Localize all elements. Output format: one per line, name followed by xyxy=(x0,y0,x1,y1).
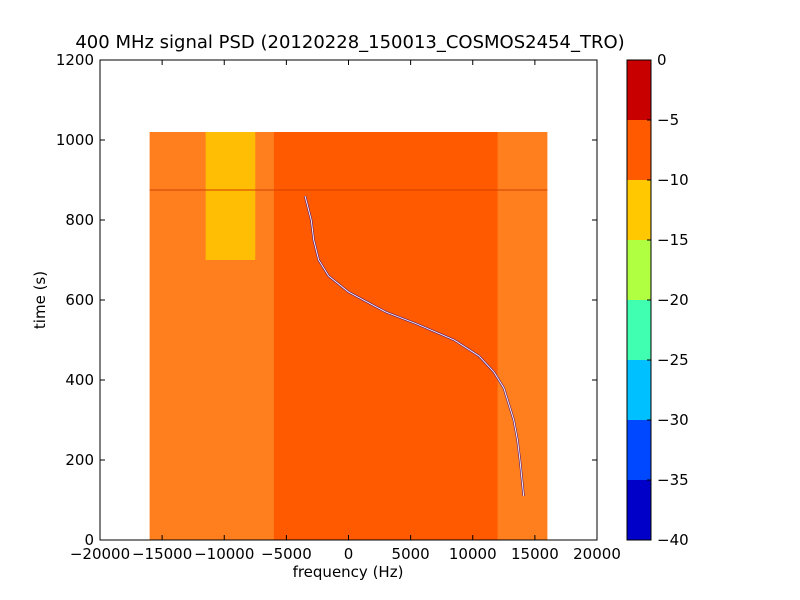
x-tick-label: −5000 xyxy=(261,545,312,563)
y-tick-label: 800 xyxy=(65,211,94,229)
x-axis: −20000 −15000 −10000 −5000 0 5000 10000 15000 20… xyxy=(70,60,621,563)
colorbar-tick-label: −15 xyxy=(657,231,689,249)
signal-trace-line xyxy=(304,195,525,497)
colorbar-tick-label: 0 xyxy=(657,51,667,69)
heatmap-region-high-edge-band xyxy=(497,132,548,540)
colorbar-segment xyxy=(627,480,651,540)
x-tick-label: −15000 xyxy=(132,545,192,563)
y-tick-label: 200 xyxy=(65,451,94,469)
colorbar-segment xyxy=(627,180,651,240)
y-tick-label: 1200 xyxy=(56,51,94,69)
colorbar-tick-label: −25 xyxy=(657,351,689,369)
x-tick-label: −20000 xyxy=(70,545,130,563)
y-axis-label: time (s) xyxy=(31,271,49,329)
y-axis: 0 200 400 600 800 1000 1200 xyxy=(56,51,597,549)
colorbar: 0 −5 −10 −15 −20 −25 −30 −35 −40 xyxy=(626,51,689,549)
x-tick-label: 0 xyxy=(344,545,354,563)
x-tick-label: −10000 xyxy=(194,545,254,563)
colorbar-tick-label: −5 xyxy=(657,111,679,129)
plot-area: −20000 −15000 −10000 −5000 0 5000 10000 15000 20… xyxy=(56,51,621,563)
x-tick-label: 20000 xyxy=(573,545,621,563)
colorbar-segment xyxy=(627,120,651,180)
chart-title: 400 MHz signal PSD (20120228_150013_COSM… xyxy=(75,32,624,53)
colorbar-tick-label: −35 xyxy=(657,471,689,489)
y-tick-label: 400 xyxy=(65,371,94,389)
colorbar-segment xyxy=(627,360,651,420)
signal-trace xyxy=(303,195,525,497)
heatmap-region-yellow-band xyxy=(205,132,256,260)
colorbar-segment xyxy=(627,60,651,120)
y-tick-label: 1000 xyxy=(56,131,94,149)
colorbar-tick-label: −30 xyxy=(657,411,689,429)
colorbar-tick-label: −40 xyxy=(657,531,689,549)
x-tick-label: 5000 xyxy=(392,545,430,563)
colorbar-segment xyxy=(627,420,651,480)
y-tick-label: 600 xyxy=(65,291,94,309)
x-tick-label: 15000 xyxy=(511,545,559,563)
heatmap xyxy=(149,132,548,540)
colorbar-segment xyxy=(627,240,651,300)
x-axis-label: frequency (Hz) xyxy=(293,563,404,581)
colorbar-tick-label: −20 xyxy=(657,291,689,309)
colorbar-segment xyxy=(627,300,651,360)
y-tick-label: 0 xyxy=(84,531,94,549)
colorbar-tick-label: −10 xyxy=(657,171,689,189)
x-tick-label: 10000 xyxy=(449,545,497,563)
